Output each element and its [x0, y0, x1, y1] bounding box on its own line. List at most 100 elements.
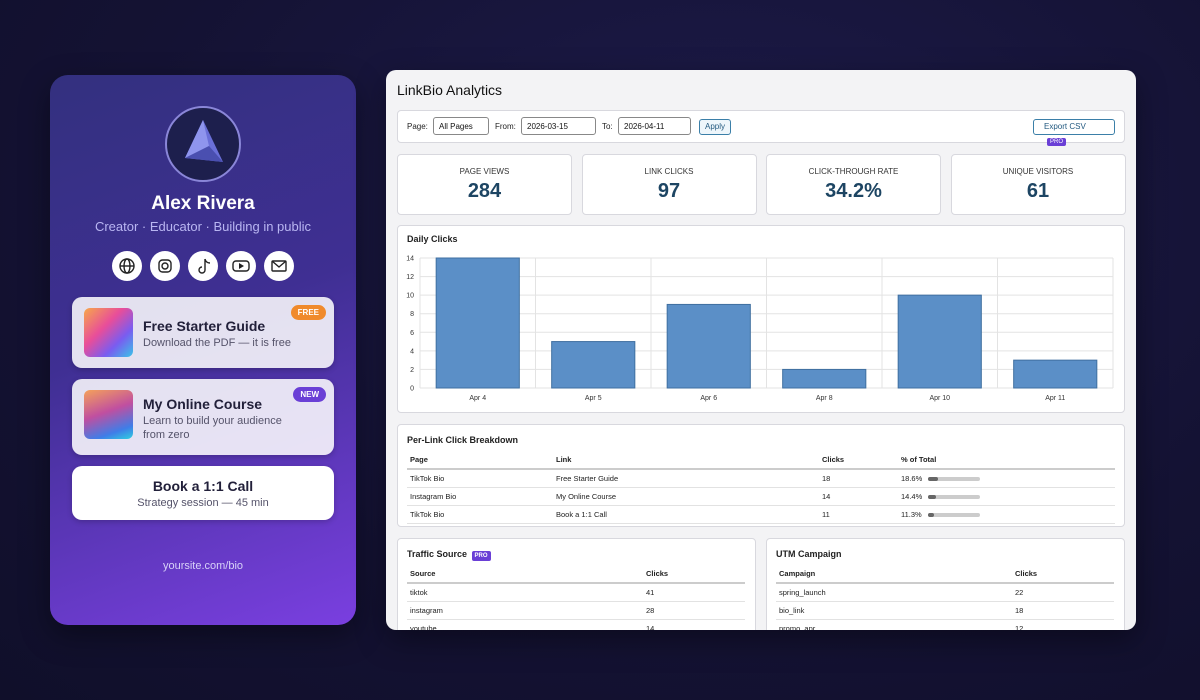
cell: 14 [819, 487, 898, 506]
chart-title: Daily Clicks [407, 234, 458, 244]
cell: Book a 1:1 Call [553, 505, 819, 524]
link-card[interactable]: Free Starter Guide Download the PDF — it… [72, 297, 334, 368]
panel-title: UTM Campaign [776, 549, 842, 559]
to-date[interactable]: 2026-04-11 [618, 117, 691, 135]
cell-text: Book a 1:1 Call [556, 510, 607, 519]
table-row: Instagram Bio My Online Course 14 14.4% [407, 487, 1115, 506]
stat-label: PAGE VIEWS [459, 167, 510, 176]
stat-value: 61 [1026, 180, 1050, 202]
header-row: Campaign Clicks [776, 565, 1114, 584]
breakdown-panel: Per-Link Click Breakdown Page Link Clicks%… [397, 424, 1125, 527]
link-card[interactable]: Book a 1:1 Call Strategy session — 45 mi… [72, 466, 334, 520]
table-row: instagram 28 [407, 601, 745, 620]
bar [666, 303, 751, 389]
stat-value: 284 [467, 180, 502, 202]
cell-text: 18 [822, 474, 831, 483]
cell: 11 [819, 505, 898, 524]
cell-text: Instagram Bio [410, 492, 457, 501]
cell: 18.6% [898, 469, 1115, 488]
link-title: Free Starter Guide [143, 318, 266, 334]
column-header: Page [407, 451, 553, 470]
cell-text: 41 [646, 588, 655, 597]
cell-text: promo_apr [779, 624, 816, 630]
bar [897, 294, 982, 389]
cell-text: TikTok Bio [410, 510, 445, 519]
cell-text: TikTok Bio [410, 474, 445, 483]
cell-text: bio_link [779, 606, 805, 615]
share-bar [927, 513, 934, 518]
social-icons[interactable] [110, 250, 300, 282]
stat-label: LINK CLICKS [644, 167, 694, 176]
cell: 18 [819, 469, 898, 488]
column-header: % of Total [898, 451, 1115, 470]
stat-label: UNIQUE VISITORS [1002, 167, 1074, 176]
link-title: Book a 1:1 Call [152, 478, 254, 494]
profile-url[interactable]: yoursite.com/bio [162, 560, 244, 572]
cell: Instagram Bio [407, 487, 553, 506]
cell: bio_link [776, 601, 1012, 620]
bar [551, 341, 636, 389]
chart-panel: Daily Clicks 0 2 4 6 8 10 12 14 Apr 4 Apr 5 Apr 6 A… [397, 225, 1125, 413]
cell: 18 [1012, 601, 1114, 620]
filter-label: Page: [407, 122, 428, 131]
share-bar [928, 495, 936, 500]
cell-text: instagram [410, 606, 443, 615]
header-row: Page Link Clicks% of Total [407, 451, 1115, 470]
from-date[interactable]: 2026-03-15 [521, 117, 596, 135]
x-tick-label: Apr 5 [585, 395, 602, 402]
column-header: Link [553, 451, 819, 470]
link-subtitle: Strategy session — 45 min [137, 497, 269, 509]
y-tick-label: 4 [410, 348, 414, 355]
bar-chart: Daily Clicks 0 2 4 6 8 10 12 14 Apr 4 Apr 5 Apr 6 A… [406, 234, 1114, 402]
cell: 22 [1012, 583, 1114, 602]
title-text: Traffic Source [407, 549, 468, 559]
badge: FREE [290, 305, 326, 320]
cell: 41 [643, 583, 745, 602]
column-header: Clicks [643, 565, 745, 584]
cell-text: 18.6% [901, 474, 923, 483]
link-card[interactable]: My Online Course Learn to build your aud… [72, 379, 334, 455]
profile-name: Alex Rivera [151, 193, 255, 214]
share-track [928, 477, 981, 482]
y-tick-label: 0 [410, 386, 414, 393]
stat-label: CLICK-THROUGH RATE [808, 167, 899, 176]
share-bar [928, 477, 938, 482]
header-row: Source Clicks [407, 565, 745, 584]
cell: promo_apr [776, 619, 1012, 630]
table-row: bio_link 18 [776, 601, 1114, 620]
cell-text: tiktok [410, 588, 428, 597]
share-track [927, 513, 980, 518]
cell-text: 12 [1015, 624, 1024, 630]
pro-badge: PRO [471, 551, 491, 561]
thumbnail [84, 308, 133, 357]
apply-button[interactable]: Apply [699, 119, 732, 135]
bar [1013, 359, 1098, 389]
x-tick-label: Apr 6 [700, 395, 717, 402]
bar [435, 257, 520, 389]
y-tick-label: 2 [410, 367, 414, 374]
bar [782, 368, 867, 389]
cell: TikTok Bio [407, 469, 553, 488]
table-row: TikTok Bio Free Starter Guide 18 18.6% [407, 469, 1115, 488]
cell-text: 18 [1015, 606, 1024, 615]
utm-panel: UTM Campaign Campaign Clicks spring_launch… [766, 538, 1125, 630]
column-header: Clicks [819, 451, 898, 470]
cell: spring_launch [776, 583, 1012, 602]
cell-text: 14 [822, 492, 831, 501]
panel-title: Traffic Source PRO [407, 549, 491, 561]
table-row: spring_launch 22 [776, 583, 1114, 602]
cell: Free Starter Guide [553, 469, 819, 488]
filter-label: From: [495, 122, 516, 131]
export-button[interactable]: Export CSV PRO [1033, 119, 1115, 146]
stat-card: PAGE VIEWS 284 [397, 154, 572, 215]
cell-text: Free Starter Guide [556, 474, 619, 483]
cell: 12 [1012, 619, 1114, 630]
breakdown-table: Page Link Clicks% of Total TikTok Bio Free S… [407, 451, 1115, 524]
cell-text: My Online Course [556, 492, 617, 501]
profile-tagline: Creator · Educator · Building in public [94, 219, 312, 234]
y-tick-label: 8 [410, 311, 414, 318]
export-label: Export CSV [1044, 122, 1086, 131]
x-tick-label: Apr 11 [1045, 395, 1065, 402]
page-select[interactable]: All Pages [433, 117, 489, 135]
